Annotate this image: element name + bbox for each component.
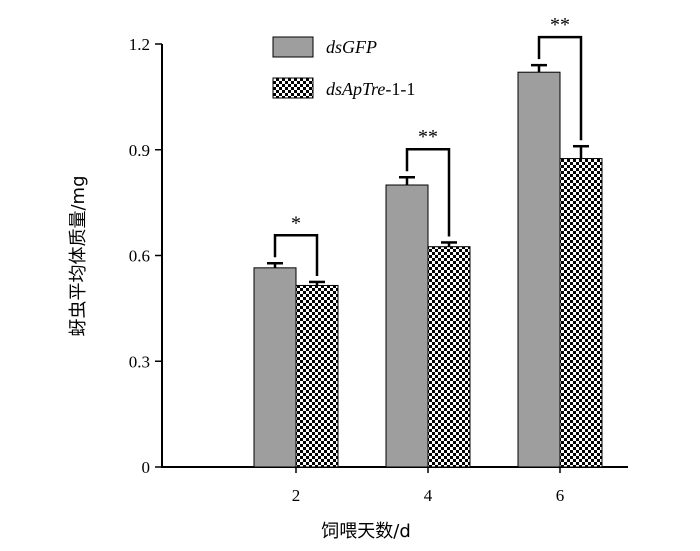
y-tick-label: 1.2 bbox=[129, 35, 150, 54]
bar-series-2-2 bbox=[295, 284, 339, 468]
x-tick-label: 6 bbox=[556, 486, 565, 505]
legend-label-series-2: dsApTre-1-1 bbox=[326, 79, 415, 99]
bar-series-1-6 bbox=[517, 71, 561, 468]
significance-brackets: ***** bbox=[273, 14, 583, 276]
significance-bracket bbox=[273, 234, 319, 276]
bar-series-2-6 bbox=[559, 158, 603, 468]
bar-series-1-2 bbox=[253, 267, 297, 468]
bar-series-1-4 bbox=[385, 184, 429, 468]
y-tick-label: 0.9 bbox=[129, 141, 150, 160]
y-ticks: 0 0.3 0.6 0.9 1.2 bbox=[129, 35, 162, 477]
significance-bracket bbox=[405, 147, 451, 237]
legend-swatch-series-1 bbox=[272, 36, 314, 58]
y-tick-label: 0.3 bbox=[129, 352, 150, 371]
bars bbox=[253, 63, 603, 468]
x-tick-label: 4 bbox=[424, 486, 433, 505]
bar-series-2-4 bbox=[427, 246, 471, 468]
significance-label: ** bbox=[418, 126, 438, 148]
legend-label-series-2-italic: dsApTre bbox=[326, 79, 385, 99]
legend: dsGFP dsApTre-1-1 bbox=[272, 36, 415, 99]
x-ticks: 2 4 6 bbox=[292, 467, 565, 505]
x-axis-title: 饲喂天数/d bbox=[321, 521, 411, 542]
x-tick-label: 2 bbox=[292, 486, 301, 505]
y-tick-label: 0.6 bbox=[129, 247, 150, 266]
legend-label-series-2-suffix: -1-1 bbox=[385, 79, 415, 99]
significance-label: * bbox=[291, 212, 301, 234]
y-tick-label: 0 bbox=[142, 458, 151, 477]
legend-swatch-series-2 bbox=[272, 77, 314, 99]
significance-bracket bbox=[537, 35, 583, 141]
legend-label-series-1-italic: dsGFP bbox=[326, 37, 377, 57]
significance-label: ** bbox=[550, 14, 570, 36]
y-axis-title: 蚜虫平均体质量/mg bbox=[68, 175, 89, 336]
legend-label-series-1: dsGFP bbox=[326, 37, 377, 57]
